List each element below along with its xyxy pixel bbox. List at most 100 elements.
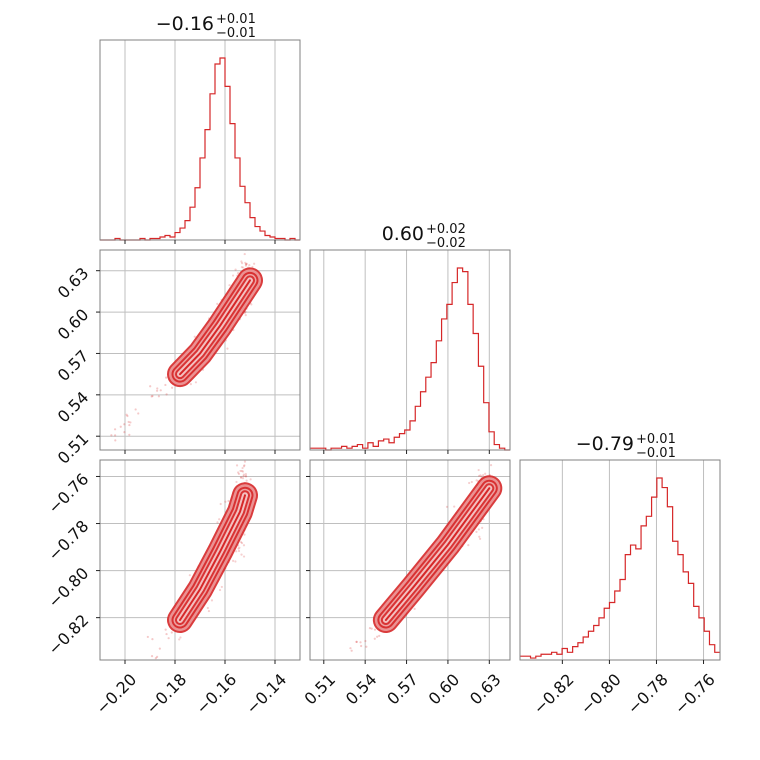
pair-tail-2-3: [351, 662, 353, 664]
y-tick-label-2-3: −0.76: [44, 469, 92, 517]
pair-point-1-78: [243, 464, 246, 467]
pair-point-0-163: [226, 347, 229, 350]
pair-point-0-23: [242, 241, 244, 243]
pair-grid-2: [310, 460, 510, 660]
pair-content-2: [335, 463, 503, 671]
pair-tail-0-11: [126, 414, 129, 418]
pair-tail-1-7: [151, 638, 154, 641]
x-tick-label-0-0: −0.20: [92, 670, 140, 718]
pair-point-2-13: [477, 528, 480, 531]
pair-point-1-0: [239, 469, 242, 473]
pair-point-2-120: [481, 526, 484, 529]
x-tick-label-0-3: −0.14: [242, 670, 290, 718]
pair-point-0-68: [240, 260, 243, 263]
pair-tail-2-2: [349, 647, 352, 650]
pair-point-2-200: [413, 607, 416, 611]
pair-point-1-225: [245, 475, 248, 478]
pair-point-1-175: [235, 550, 238, 553]
pair-tail-0-3: [127, 420, 130, 424]
param-title-median-1: 0.60: [382, 223, 424, 245]
pair-tail-1-9: [130, 693, 132, 695]
pair-tail-2-6: [378, 634, 381, 637]
pair-point-1-65: [235, 464, 239, 467]
histogram-grid-0: [124, 40, 276, 240]
y-tick-label-2-2: −0.78: [44, 516, 92, 564]
y-tick-label-1-3: 0.60: [54, 305, 93, 344]
pair-point-0-63: [253, 262, 256, 265]
pair-panel-1-2: [306, 459, 511, 671]
pair-tail-1-23: [149, 675, 151, 677]
pair-point-1-203: [218, 518, 221, 521]
pair-point-0-175: [194, 381, 198, 384]
pair-panel-0-1: [96, 241, 301, 454]
pair-point-0-27: [244, 263, 248, 266]
pair-tail-1-18: [141, 690, 143, 692]
pair-point-1-241: [240, 541, 244, 545]
pair-tail-1-10: [142, 671, 144, 673]
pair-point-1-22: [245, 479, 248, 482]
pair-tail-2-15: [335, 669, 337, 671]
pair-tail-0-8: [113, 428, 117, 431]
histogram-grid-1: [323, 250, 490, 450]
pair-point-1-218: [237, 549, 241, 553]
pair-point-1-30: [239, 476, 243, 479]
x-tick-label-1-1: 0.54: [342, 670, 381, 709]
pair-tail-2-24: [370, 627, 373, 630]
pair-point-2-68: [475, 530, 478, 533]
param-title-median-0: −0.16: [156, 13, 214, 35]
pair-point-0-222: [250, 303, 253, 306]
pair-point-0-243: [241, 262, 244, 265]
pair-tail-2-22: [360, 644, 363, 648]
pair-point-1-71: [238, 546, 241, 549]
pair-tail-0-4: [165, 393, 168, 396]
pair-point-1-258: [206, 606, 209, 610]
pair-tail-2-1: [368, 627, 372, 630]
param-title-err-minus-2: −0.01: [636, 446, 676, 461]
pair-tail-0-17: [150, 395, 153, 398]
pair-tail-0-21: [113, 434, 117, 437]
pair-tail-2-14: [365, 645, 368, 648]
param-title-err-plus-2: +0.01: [636, 432, 676, 447]
pair-point-1-185: [242, 473, 245, 476]
pair-tail-1-21: [129, 696, 131, 698]
pair-point-1-215: [210, 599, 214, 602]
pair-tail-1-20: [113, 717, 115, 719]
pair-point-0-145: [245, 263, 248, 266]
pair-point-1-34: [234, 560, 237, 563]
y-tick-label-2-0: −0.82: [44, 611, 92, 659]
x-tick-label-2-0: −0.82: [530, 670, 578, 718]
pair-point-1-19: [216, 521, 219, 524]
histogram-panel-0: −0.16 +0.01−0.01: [99, 12, 301, 244]
x-tick-label-0-1: −0.18: [142, 670, 190, 718]
pair-tail-2-18: [373, 628, 377, 631]
pair-point-2-112: [467, 544, 470, 547]
contour-core-1: [179, 494, 246, 621]
pair-point-1-147: [227, 499, 230, 503]
pair-point-2-227: [489, 463, 493, 467]
pair-tail-0-13: [164, 383, 167, 387]
pair-point-0-258: [189, 383, 192, 386]
histogram-step-1: [310, 267, 510, 451]
pair-point-1-150: [241, 466, 244, 470]
y-tick-label-1-0: 0.51: [54, 429, 93, 468]
pair-tail-0-20: [134, 408, 137, 411]
pair-point-1-167: [219, 502, 222, 506]
y-tick-label-1-4: 0.63: [54, 264, 93, 303]
contour-core-0: [179, 279, 251, 376]
pair-point-1-186: [242, 544, 246, 547]
pair-point-0-74: [244, 264, 248, 267]
pair-point-1-251: [235, 480, 238, 484]
histogram-step-0: [100, 57, 300, 241]
pair-tail-0-5: [151, 394, 154, 398]
pair-point-0-194: [245, 262, 248, 265]
pair-tail-0-10: [128, 433, 131, 436]
x-tick-label-2-1: −0.80: [577, 670, 625, 718]
pair-tail-1-15: [154, 657, 157, 660]
pair-tail-0-7: [137, 412, 140, 415]
pair-point-2-60: [480, 475, 483, 478]
y-tick-label-1-2: 0.57: [54, 346, 93, 385]
param-title-err-minus-1: −0.02: [426, 236, 466, 251]
pair-tail-2-17: [355, 640, 358, 643]
pair-tail-1-0: [122, 705, 124, 707]
pair-tail-0-28: [110, 434, 113, 437]
